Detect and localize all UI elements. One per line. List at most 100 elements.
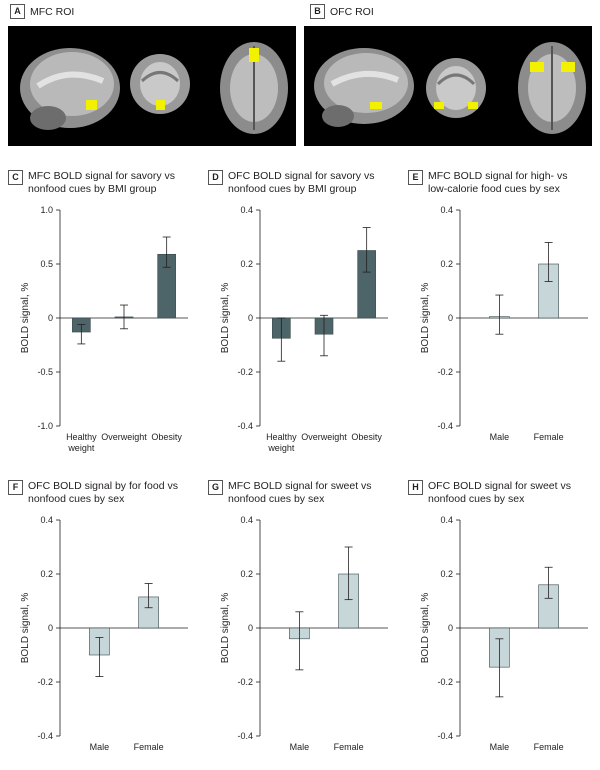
chart-title-line: nonfood cues by sex (428, 493, 525, 505)
x-category-label: weight (67, 443, 95, 453)
y-tick-label: -0.2 (237, 367, 253, 377)
chart-title-text: OFC BOLD signal by for food vs nonfood cu… (28, 480, 178, 506)
chart-title-text: MFC BOLD signal for high- vs low-calorie … (428, 170, 567, 196)
y-tick-label: 0.4 (240, 515, 253, 525)
chart-title-text: OFC BOLD signal for savory vs nonfood cue… (228, 170, 374, 196)
y-tick-label: 0.2 (240, 259, 253, 269)
y-tick-label: -0.2 (437, 367, 453, 377)
chart-g: 0.4 0.2 0 -0.2 -0.4 BOLD signal, % Male Female (220, 515, 388, 752)
x-category-label: Healthy (266, 432, 297, 442)
chart-title-line: OFC BOLD signal for sweet vs (428, 480, 571, 492)
y-tick-label: 0 (448, 623, 453, 633)
chart-title-line: nonfood cues by BMI group (28, 183, 157, 195)
chart-h-title: H OFC BOLD signal for sweet vs nonfood cue… (408, 480, 571, 506)
x-category-label: Male (290, 742, 310, 752)
x-category-label: Female (534, 742, 564, 752)
panel-title: MFC ROI (30, 5, 75, 18)
y-tick-label: 0 (248, 623, 253, 633)
y-tick-label: 0 (48, 623, 53, 633)
chart-c: 1.0 0.5 0 -0.5 -1.0 BOLD signal, % Healthyweig… (20, 205, 188, 453)
chart-f: 0.4 0.2 0 -0.2 -0.4 BOLD signal, % Male Female (20, 515, 188, 752)
y-tick-label: 0.4 (240, 205, 253, 215)
mfc-roi-brain-illustration (20, 42, 288, 134)
roi-highlight (86, 100, 97, 110)
y-tick-label: -0.4 (37, 731, 53, 741)
y-tick-label: -0.4 (237, 421, 253, 431)
chart-e-title: E MFC BOLD signal for high- vs low-calorie… (408, 170, 567, 196)
chart-title-line: nonfood cues by sex (228, 493, 325, 505)
chart-c-title: C MFC BOLD signal for savory vs nonfood cu… (8, 170, 175, 196)
y-axis-label: BOLD signal, % (220, 593, 231, 664)
y-tick-label: 0.5 (40, 259, 53, 269)
panel-a-label: A MFC ROI (10, 4, 74, 19)
panel-letter: A (10, 4, 25, 19)
x-category-label: Male (490, 742, 510, 752)
y-tick-label: -0.5 (37, 367, 53, 377)
roi-highlight (370, 102, 382, 109)
y-tick-label: -0.4 (437, 421, 453, 431)
y-tick-label: 1.0 (40, 205, 53, 215)
y-tick-label: -1.0 (37, 421, 53, 431)
x-category-label: Overweight (301, 432, 347, 442)
chart-title-line: OFC BOLD signal for savory vs (228, 170, 375, 182)
axial-slice (220, 42, 288, 134)
x-category-label: Healthy (66, 432, 97, 442)
panel-letter: E (408, 170, 423, 185)
ofc-roi-brain-illustration (314, 42, 586, 134)
y-tick-label: -0.2 (37, 677, 53, 687)
sagittal-slice (314, 48, 414, 127)
y-tick-label: 0.4 (440, 515, 453, 525)
chart-title-line: MFC BOLD signal for sweet vs (228, 480, 372, 492)
y-tick-label: 0.4 (440, 205, 453, 215)
x-category-label: Obesity (351, 432, 382, 442)
y-tick-label: -0.4 (437, 731, 453, 741)
x-category-label: Female (334, 742, 364, 752)
panel-letter: H (408, 480, 423, 495)
roi-highlight (249, 48, 259, 62)
y-tick-label: 0 (448, 313, 453, 323)
mfc-roi-brain-images (8, 26, 296, 146)
y-axis-label: BOLD signal, % (420, 283, 431, 354)
roi-highlight (434, 102, 444, 109)
axial-slice (518, 42, 586, 134)
y-tick-label: 0.4 (40, 515, 53, 525)
chart-g-title: G MFC BOLD signal for sweet vs nonfood cue… (208, 480, 372, 506)
x-category-label: Female (134, 742, 164, 752)
panel-title: OFC ROI (330, 5, 374, 18)
y-axis-label: BOLD signal, % (20, 283, 31, 354)
chart-h: 0.4 0.2 0 -0.2 -0.4 BOLD signal, % Male Female (420, 515, 588, 752)
chart-title-line: nonfood cues by sex (28, 493, 125, 505)
chart-title-text: MFC BOLD signal for savory vs nonfood cue… (28, 170, 175, 196)
x-category-label: Obesity (151, 432, 182, 442)
roi-highlight (561, 62, 575, 72)
y-tick-label: 0.2 (440, 259, 453, 269)
roi-highlight (530, 62, 544, 72)
panel-b-label: B OFC ROI (310, 4, 374, 19)
sagittal-slice (20, 48, 120, 130)
x-category-label: Male (90, 742, 110, 752)
chart-d: 0.4 0.2 0 -0.2 -0.4 BOLD signal, % Healthyweig… (220, 205, 388, 453)
y-axis-label: BOLD signal, % (220, 283, 231, 354)
x-category-label: Male (490, 432, 510, 442)
roi-highlight (156, 100, 165, 110)
chart-title-text: MFC BOLD signal for sweet vs nonfood cues… (228, 480, 372, 506)
x-category-label: Female (534, 432, 564, 442)
chart-title-line: nonfood cues by BMI group (228, 183, 357, 195)
panel-letter: D (208, 170, 223, 185)
y-tick-label: -0.2 (237, 677, 253, 687)
roi-highlight (468, 102, 478, 109)
chart-title-line: low-calorie food cues by sex (428, 183, 560, 195)
y-tick-label: 0 (48, 313, 53, 323)
chart-title-line: OFC BOLD signal by for food vs (28, 480, 178, 492)
coronal-slice (426, 58, 486, 118)
chart-d-title: D OFC BOLD signal for savory vs nonfood cu… (208, 170, 374, 196)
panel-letter: C (8, 170, 23, 185)
y-tick-label: -0.2 (437, 677, 453, 687)
coronal-slice (130, 54, 190, 114)
panel-letter: B (310, 4, 325, 19)
panel-letter: G (208, 480, 223, 495)
y-tick-label: -0.4 (237, 731, 253, 741)
y-tick-label: 0.2 (40, 569, 53, 579)
chart-e: 0.4 0.2 0 -0.2 -0.4 BOLD signal, % Male Female (420, 205, 588, 442)
x-category-label: weight (267, 443, 295, 453)
